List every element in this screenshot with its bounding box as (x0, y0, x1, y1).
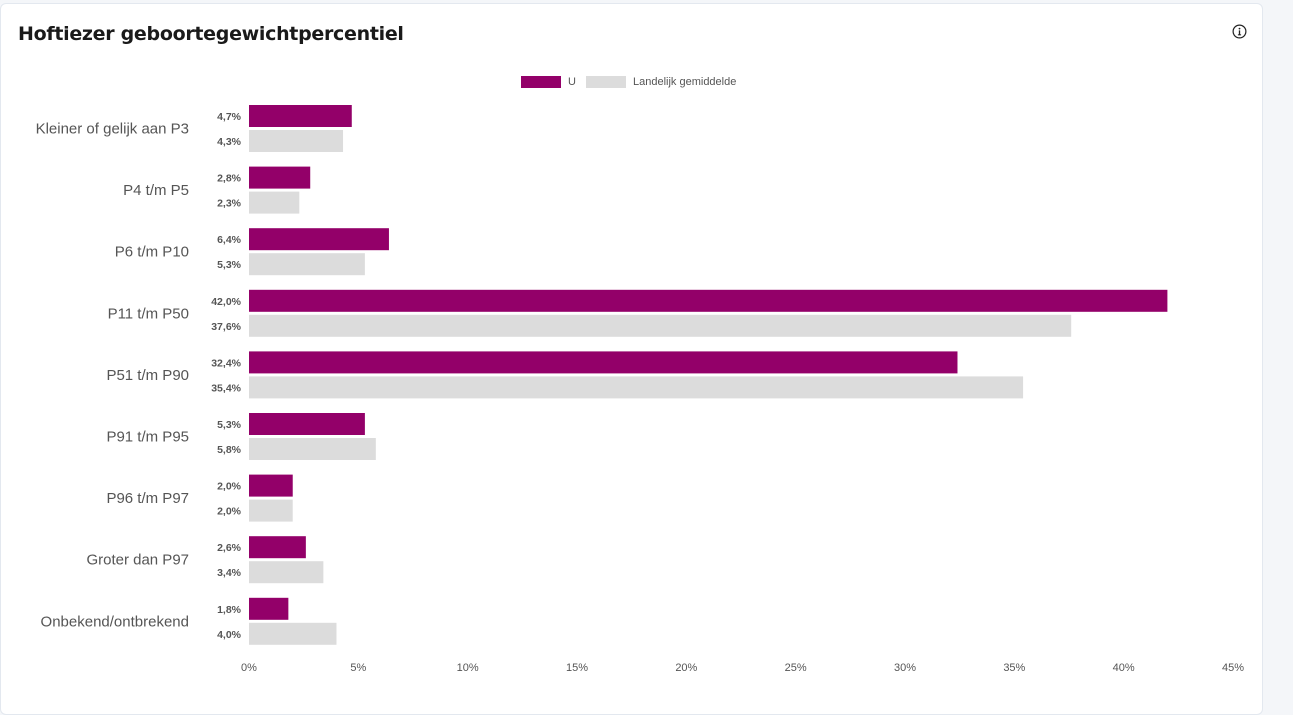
bar-landelijk[interactable] (249, 191, 300, 214)
category-label: P4 t/m P5 (123, 182, 189, 199)
bar-landelijk[interactable] (249, 499, 293, 522)
legend-item-u[interactable]: U (521, 74, 576, 90)
category-label: Onbekend/ontbrekend (41, 613, 189, 630)
bar-landelijk[interactable] (249, 253, 365, 276)
value-label: 5,3% (217, 259, 242, 271)
value-label: 5,8% (217, 444, 242, 456)
bar-landelijk[interactable] (249, 561, 324, 584)
value-label: 2,6% (217, 542, 242, 554)
bar-u[interactable] (249, 166, 311, 189)
card-title: Hoftiezer geboortegewichtpercentiel (18, 23, 404, 45)
bar-landelijk[interactable] (249, 376, 1024, 399)
bar-landelijk[interactable] (249, 438, 376, 460)
bar-u[interactable] (249, 536, 306, 559)
value-label: 35,4% (211, 382, 241, 394)
bar-u[interactable] (249, 597, 289, 620)
value-label: 1,8% (217, 604, 242, 616)
info-circle-icon[interactable] (1232, 24, 1247, 39)
legend-label-u: U (568, 76, 576, 88)
bar-u[interactable] (249, 351, 958, 374)
category-label: Kleiner of gelijk aan P3 (36, 121, 189, 138)
value-label: 4,3% (217, 136, 242, 148)
legend-swatch-u (521, 76, 561, 88)
category-label: P6 t/m P10 (115, 244, 189, 261)
legend-label-landelijk: Landelijk gemiddelde (633, 76, 737, 88)
legend-swatch-landelijk (586, 76, 626, 88)
value-label: 37,6% (211, 321, 241, 333)
category-label: Groter dan P97 (86, 552, 189, 569)
bar-u[interactable] (249, 289, 1168, 312)
value-label: 5,3% (217, 419, 242, 431)
x-tick-label: 0% (241, 662, 257, 674)
bar-u[interactable] (249, 413, 365, 435)
bar-landelijk[interactable] (249, 130, 344, 152)
bar-u[interactable] (249, 474, 293, 497)
value-label: 2,0% (217, 506, 242, 518)
value-label: 42,0% (211, 296, 241, 308)
x-tick-label: 15% (566, 662, 588, 674)
value-label: 2,0% (217, 481, 242, 493)
x-tick-label: 25% (785, 662, 807, 674)
x-tick-label: 5% (350, 662, 366, 674)
value-label: 2,8% (217, 173, 242, 185)
category-label: P11 t/m P50 (108, 305, 189, 322)
x-tick-label: 30% (894, 662, 916, 674)
category-label: P96 t/m P97 (106, 490, 189, 507)
x-tick-label: 10% (457, 662, 479, 674)
value-label: 2,3% (217, 198, 242, 210)
x-tick-label: 45% (1222, 662, 1244, 674)
legend-item-landelijk[interactable]: Landelijk gemiddelde (586, 74, 736, 90)
category-label: P51 t/m P90 (106, 367, 189, 384)
bar-landelijk[interactable] (249, 622, 337, 645)
value-label: 3,4% (217, 567, 242, 579)
x-tick-label: 40% (1113, 662, 1135, 674)
value-label: 4,7% (217, 111, 242, 123)
bar-landelijk[interactable] (249, 314, 1072, 337)
value-label: 4,0% (217, 629, 242, 641)
category-label: P91 t/m P95 (106, 429, 189, 446)
bar-u[interactable] (249, 228, 389, 251)
value-label: 6,4% (217, 234, 242, 246)
value-label: 32,4% (211, 357, 241, 369)
x-tick-label: 35% (1003, 662, 1025, 674)
x-tick-label: 20% (675, 662, 697, 674)
bar-u[interactable] (249, 105, 352, 127)
